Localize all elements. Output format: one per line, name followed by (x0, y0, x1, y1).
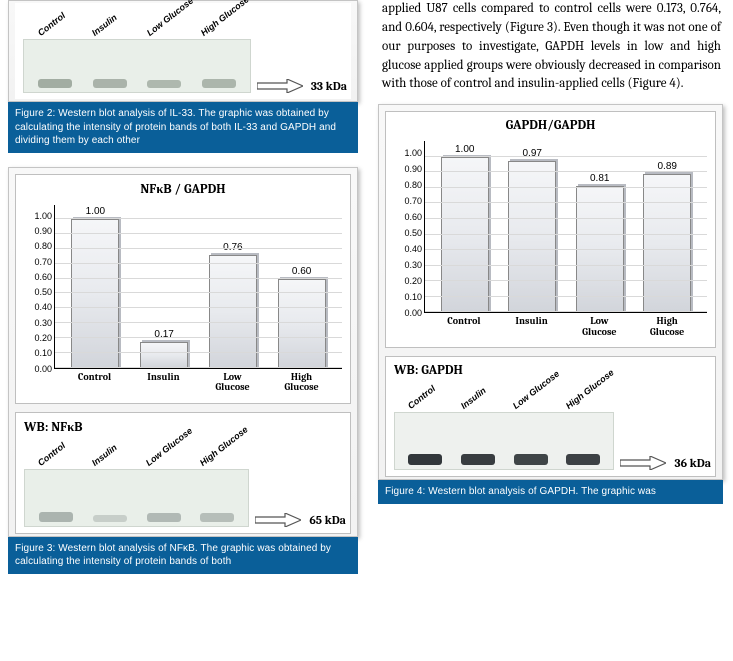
figure3-chart: 0.000.100.200.300.400.500.600.700.800.90… (20, 201, 346, 389)
figure3-wb-box: WB: NFκB ControlInsulinLow GlucoseHigh G… (15, 412, 351, 534)
figure2-blot: ControlInsulinLow GlucoseHigh Glucose (23, 39, 251, 93)
figure4-plot: 1.000.970.810.89 (424, 141, 707, 313)
figure3-chart-box: NFκB / GAPDH 0.000.100.200.300.400.500.6… (15, 174, 351, 404)
figure2-kda: 33 kDa (311, 79, 347, 93)
right-column: applied U87 cells compared to control ce… (378, 0, 723, 504)
figure3-panel: NFκB / GAPDH 0.000.100.200.300.400.500.6… (8, 167, 358, 537)
figure3-caption: Figure 3: Western blot analysis of NFκB.… (8, 537, 358, 574)
figure2-caption: Figure 2: Western blot analysis of IL-33… (8, 102, 358, 153)
figure3-plot: 1.000.170.760.60 (54, 205, 342, 369)
figure4-yaxis: 0.000.100.200.300.400.500.600.700.800.90… (390, 137, 424, 313)
figure3-yaxis: 0.000.100.200.300.400.500.600.700.800.90… (20, 201, 54, 369)
figure3-lane-labels: ControlInsulinLow GlucoseHigh Glucose (29, 436, 244, 470)
left-column: ControlInsulinLow GlucoseHigh Glucose 33… (8, 0, 358, 574)
figure4-caption: Figure 4: Western blot analysis of GAPDH… (378, 480, 723, 504)
figure3-bars: 1.000.170.760.60 (55, 205, 342, 368)
figure4-xlabels: ControlInsulinLowGlucoseHighGlucose (424, 316, 707, 337)
figure4-panel: GAPDH/GAPDH 0.000.100.200.300.400.500.60… (378, 104, 723, 480)
figure4-bars: 1.000.970.810.89 (425, 141, 707, 312)
figure3-kda: 65 kDa (309, 513, 346, 527)
figure4-chart-box: GAPDH/GAPDH 0.000.100.200.300.400.500.60… (385, 111, 716, 348)
arrow-icon (255, 513, 301, 527)
figure4-chart: 0.000.100.200.300.400.500.600.700.800.90… (390, 137, 711, 333)
figure3-blot: ControlInsulinLow GlucoseHigh Glucose (24, 469, 249, 527)
figure2-panel: ControlInsulinLow GlucoseHigh Glucose 33… (8, 0, 358, 102)
arrow-icon (257, 79, 303, 93)
figure4-kda: 36 kDa (674, 456, 711, 470)
figure2-blot-box: ControlInsulinLow GlucoseHigh Glucose 33… (15, 3, 351, 99)
arrow-icon (620, 456, 666, 470)
figure4-lane-labels: ControlInsulinLow GlucoseHigh Glucose (399, 379, 609, 413)
figure3-chart-title: NFκB / GAPDH (20, 181, 346, 197)
figure4-chart-title: GAPDH/GAPDH (390, 118, 711, 133)
figure4-blot: ControlInsulinLow GlucoseHigh Glucose (394, 412, 614, 470)
figure2-lane-labels: ControlInsulinLow GlucoseHigh Glucose (28, 6, 246, 40)
body-text: applied U87 cells compared to control ce… (378, 0, 723, 104)
figure3-xlabels: ControlInsulinLowGlucoseHighGlucose (54, 372, 342, 393)
figure4-wb-box: WB: GAPDH ControlInsulinLow GlucoseHigh … (385, 356, 716, 477)
